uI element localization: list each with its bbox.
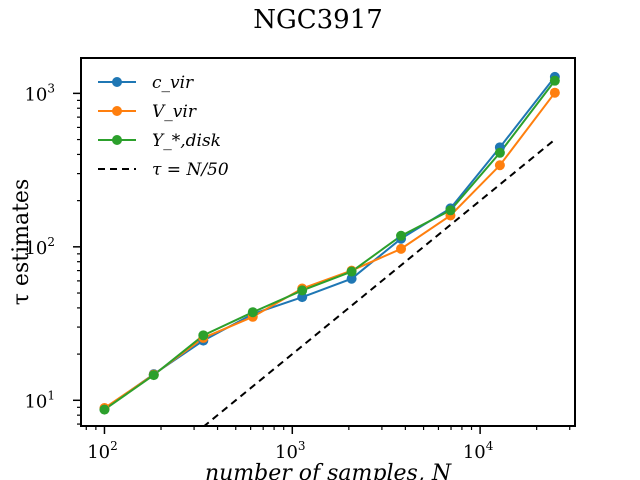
data-point	[148, 370, 159, 381]
series-line-0	[103, 76, 556, 410]
legend: c_vir V_vir Υ_*,disk τ = N/50	[98, 73, 229, 180]
legend-entry: c_vir	[98, 73, 194, 93]
legend-entry: Υ_*,disk	[98, 131, 221, 151]
legend-label: Υ_*,disk	[152, 131, 221, 151]
series-line-2	[103, 80, 556, 411]
reference-line	[202, 138, 556, 426]
data-point	[297, 285, 308, 296]
y-tick-label: 103	[24, 81, 55, 105]
data-point	[549, 75, 560, 86]
data-point	[346, 273, 357, 284]
x-tick-label: 103	[275, 439, 306, 463]
x-axis-label: number of samples, N	[205, 461, 452, 480]
data-point	[346, 266, 357, 277]
legend-entry: τ = N/50	[98, 160, 229, 180]
x-tick-label: 104	[463, 439, 494, 463]
data-point	[396, 243, 407, 254]
y-axis-label: τ estimates	[9, 179, 34, 305]
y-tick-label: 101	[24, 388, 55, 412]
data-point	[494, 160, 505, 171]
data-point	[494, 147, 505, 158]
legend-entry: V_vir	[98, 102, 197, 122]
legend-label: τ = N/50	[152, 160, 229, 180]
chart-title: NGC3917	[253, 5, 383, 35]
data-point	[549, 87, 560, 98]
data-point	[445, 205, 456, 216]
data-point	[396, 230, 407, 241]
data-point	[198, 330, 209, 341]
data-point	[247, 307, 258, 318]
legend-label: c_vir	[152, 73, 194, 93]
legend-label: V_vir	[152, 102, 197, 122]
plot-frame	[80, 57, 576, 427]
data-point	[99, 404, 110, 415]
x-tick-label: 102	[87, 439, 118, 463]
